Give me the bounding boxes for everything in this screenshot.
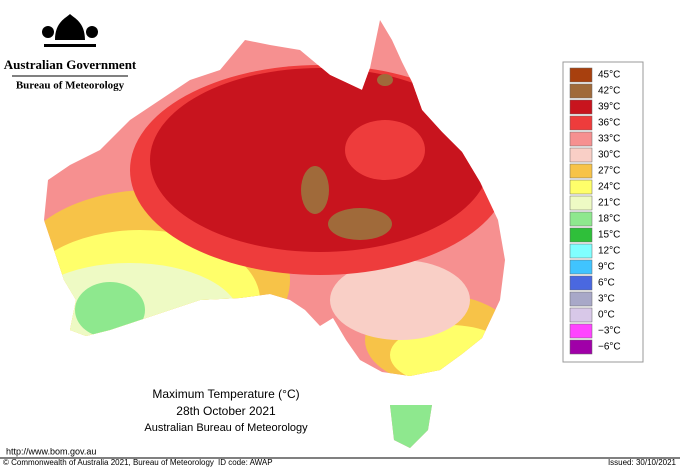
legend-swatch: [569, 83, 593, 99]
legend-label: 12°C: [598, 246, 620, 257]
emblem: [42, 14, 98, 47]
legend-label: 3°C: [598, 294, 615, 305]
legend-swatch: [569, 323, 593, 339]
legend-label: 39°C: [598, 102, 620, 113]
legend-swatch: [569, 307, 593, 323]
legend-swatch: [569, 147, 593, 163]
legend-label: 15°C: [598, 230, 620, 241]
legend-swatch: [569, 115, 593, 131]
legend-label: 24°C: [598, 182, 620, 193]
legend-label: 27°C: [598, 166, 620, 177]
legend-swatch: [569, 211, 593, 227]
legend-label: 9°C: [598, 262, 615, 273]
legend-swatch: [569, 275, 593, 291]
legend-label: 30°C: [598, 150, 620, 161]
legend-swatch: [569, 195, 593, 211]
footer-id: ID code: AWAP: [218, 458, 273, 467]
bureau-name: Bureau of Meteorology: [16, 80, 125, 92]
legend-label: 45°C: [598, 70, 620, 81]
government-name: Australian Government: [4, 57, 137, 72]
legend-label: 36°C: [598, 118, 620, 129]
legend-label: 42°C: [598, 86, 620, 97]
legend-label: 18°C: [598, 214, 620, 225]
title: Maximum Temperature (°C): [152, 387, 299, 401]
legend-label: 21°C: [598, 198, 620, 209]
legend-swatch: [569, 99, 593, 115]
legend-swatch: [569, 179, 593, 195]
legend-swatch: [569, 163, 593, 179]
legend: 45°C 42°C 39°C 36°C 33°C 30°C 27°C 24°C 21°C 18°C…: [562, 61, 644, 363]
legend-swatch: [569, 243, 593, 259]
legend-label: −3°C: [598, 326, 621, 337]
legend-label: 33°C: [598, 134, 620, 145]
footer-copyright: © Commonwealth of Australia 2021, Bureau…: [3, 458, 214, 467]
footer-issued: Issued: 30/10/2021: [608, 458, 677, 467]
date: 28th October 2021: [176, 404, 276, 418]
legend-label: 6°C: [598, 278, 615, 289]
footer-url: http://www.bom.gov.au: [6, 446, 96, 456]
legend-swatch: [569, 67, 593, 83]
legend-swatch: [569, 259, 593, 275]
source: Australian Bureau of Meteorology: [144, 422, 308, 434]
legend-swatch: [569, 131, 593, 147]
legend-label: 0°C: [598, 310, 615, 321]
legend-swatch: [569, 291, 593, 307]
legend-label: −6°C: [598, 342, 621, 353]
legend-swatch: [569, 339, 593, 355]
legend-swatch: [569, 227, 593, 243]
